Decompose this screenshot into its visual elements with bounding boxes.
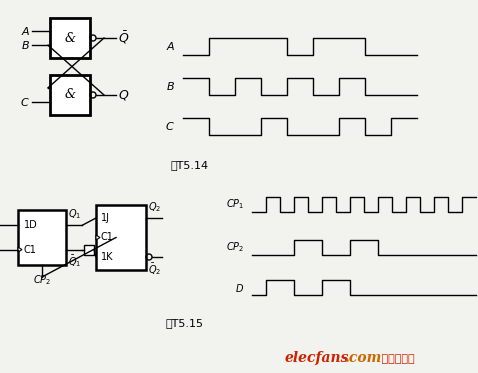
Text: $\bar{Q}_2$: $\bar{Q}_2$ [148,261,162,277]
Text: elecfans: elecfans [285,351,349,365]
Polygon shape [96,235,100,240]
Text: &: & [65,31,76,44]
Text: $B$: $B$ [166,81,175,93]
Text: $A$: $A$ [165,41,175,53]
Text: 图T5.14: 图T5.14 [171,160,209,170]
Text: $CP_2$: $CP_2$ [226,241,244,254]
Text: 电子发烧友: 电子发烧友 [378,354,414,364]
Bar [50,18,90,58]
Text: 1J: 1J [101,213,110,223]
Text: $\bar{Q}_1$: $\bar{Q}_1$ [68,254,81,269]
Text: $A$: $A$ [21,25,30,37]
Text: $B$: $B$ [21,39,30,51]
Polygon shape [18,247,22,252]
Bar [18,210,66,265]
Text: .com: .com [345,351,382,365]
Bar [50,75,90,115]
Text: $D$: $D$ [235,282,244,294]
Text: &: & [65,88,76,101]
Text: $Q_1$: $Q_1$ [68,208,81,222]
Bar [96,205,146,270]
Text: 1K: 1K [101,252,113,262]
Text: C1: C1 [24,245,37,255]
Text: 图T5.15: 图T5.15 [166,318,204,328]
Bar [84,245,94,255]
Text: $Q$: $Q$ [118,88,130,102]
Text: $C$: $C$ [165,120,175,132]
Text: 1D: 1D [24,220,38,231]
Text: $Q_2$: $Q_2$ [148,200,161,214]
Text: C1: C1 [101,232,114,242]
Text: $CP_1$: $CP_1$ [226,198,244,211]
Text: $\bar{Q}$: $\bar{Q}$ [118,30,130,46]
Text: $C$: $C$ [20,96,30,108]
Text: $CP_2$: $CP_2$ [33,273,51,287]
